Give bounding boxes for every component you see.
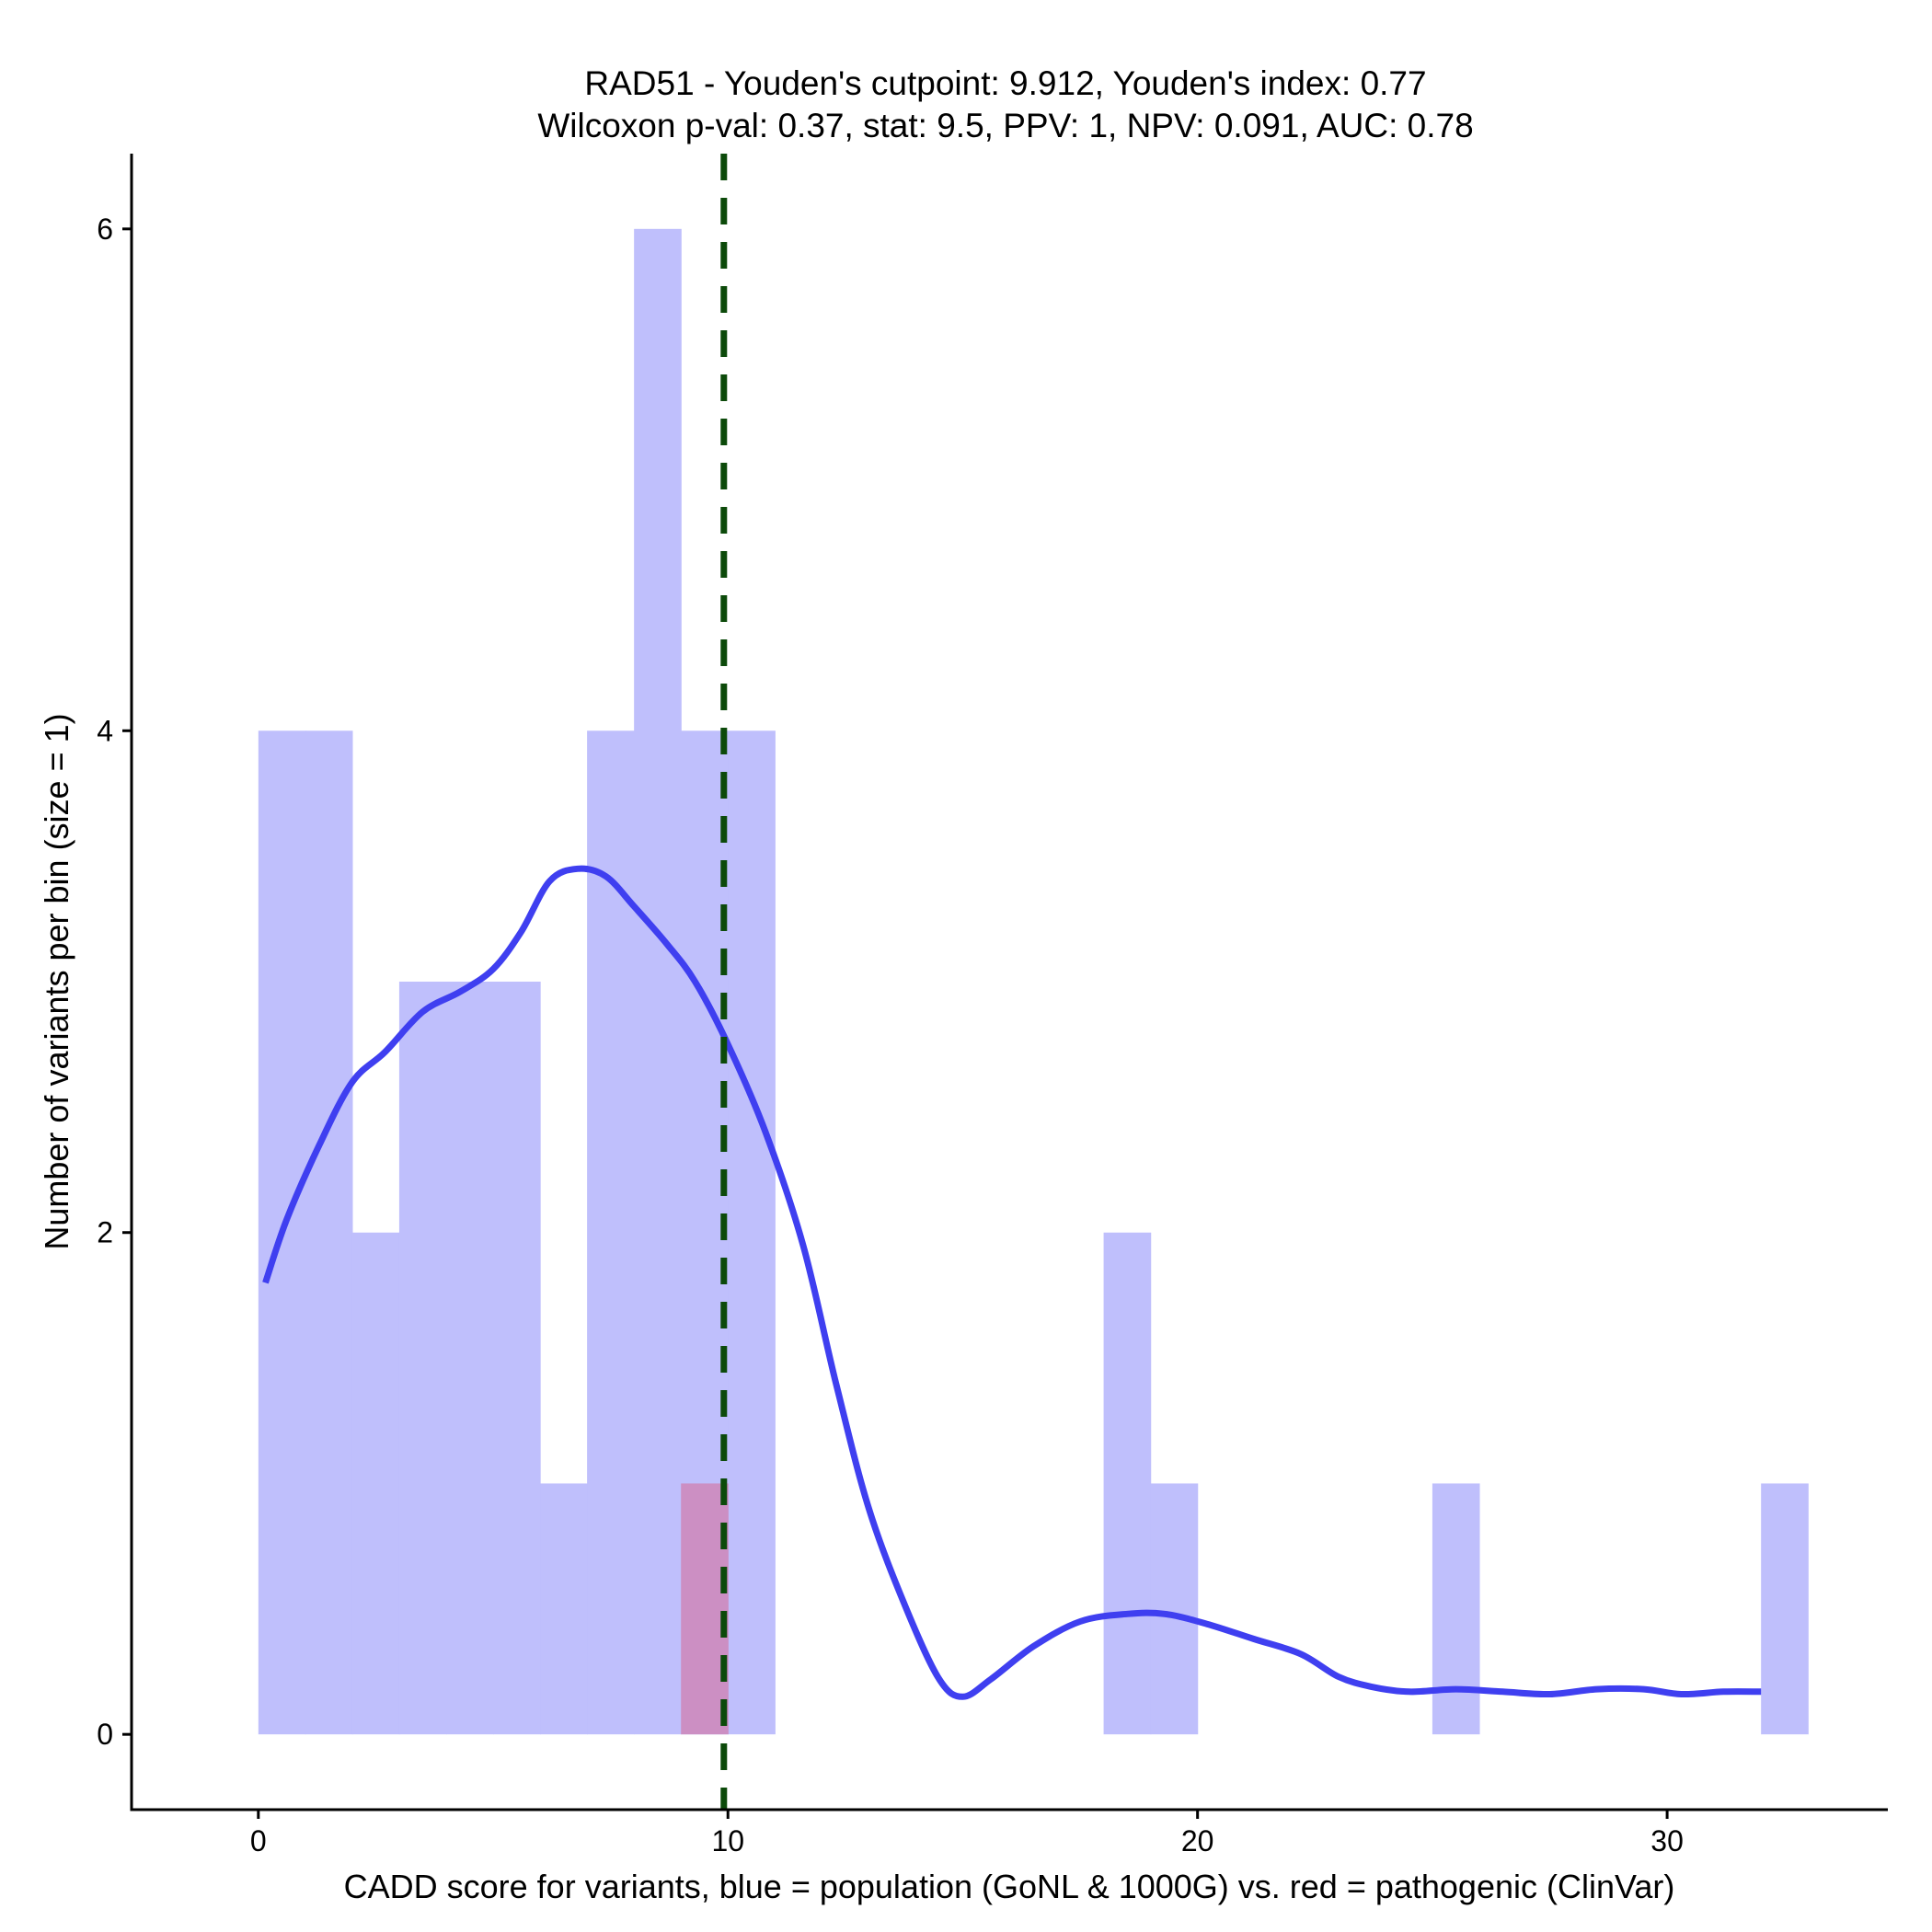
axes (130, 154, 1888, 1811)
y-ticks: 0 2 4 6 (97, 213, 132, 1751)
x-axis-title: CADD score for variants, blue = populati… (344, 1868, 1675, 1905)
population-bar (351, 1232, 400, 1735)
x-ticks: 0 10 20 30 (250, 1810, 1684, 1857)
x-tick-label: 30 (1650, 1824, 1684, 1857)
y-axis-title: Number of variants per bin (size = 1) (38, 713, 75, 1249)
population-bar (728, 730, 776, 1735)
pathogenic-histogram (681, 1483, 729, 1735)
y-tick-label: 2 (97, 1216, 113, 1249)
population-bar (493, 982, 541, 1735)
density-curve-group (262, 865, 1762, 1700)
population-bar (445, 982, 494, 1735)
population-bar (1432, 1483, 1480, 1735)
chart-title-line1: RAD51 - Youden's cutpoint: 9.912, Youden… (584, 64, 1426, 102)
y-tick-label: 4 (97, 714, 113, 747)
chart-title-line2: Wilcoxon p-val: 0.37, stat: 9.5, PPV: 1,… (537, 107, 1473, 144)
density-curve (262, 865, 1762, 1700)
population-bar (1150, 1483, 1199, 1735)
population-histogram (258, 228, 1809, 1735)
population-bar (540, 1483, 588, 1735)
x-tick-label: 10 (711, 1824, 744, 1857)
y-tick-label: 0 (97, 1718, 113, 1751)
pathogenic-bar (681, 1483, 729, 1735)
population-bar (1103, 1232, 1152, 1735)
population-bar (398, 982, 447, 1735)
x-tick-label: 0 (250, 1824, 267, 1857)
y-tick-label: 6 (97, 213, 113, 246)
chart-title: RAD51 - Youden's cutpoint: 9.912, Youden… (537, 64, 1473, 144)
x-tick-label: 20 (1181, 1824, 1214, 1857)
population-bar (634, 228, 682, 1735)
population-bar (305, 730, 353, 1735)
population-bar (1761, 1483, 1809, 1735)
